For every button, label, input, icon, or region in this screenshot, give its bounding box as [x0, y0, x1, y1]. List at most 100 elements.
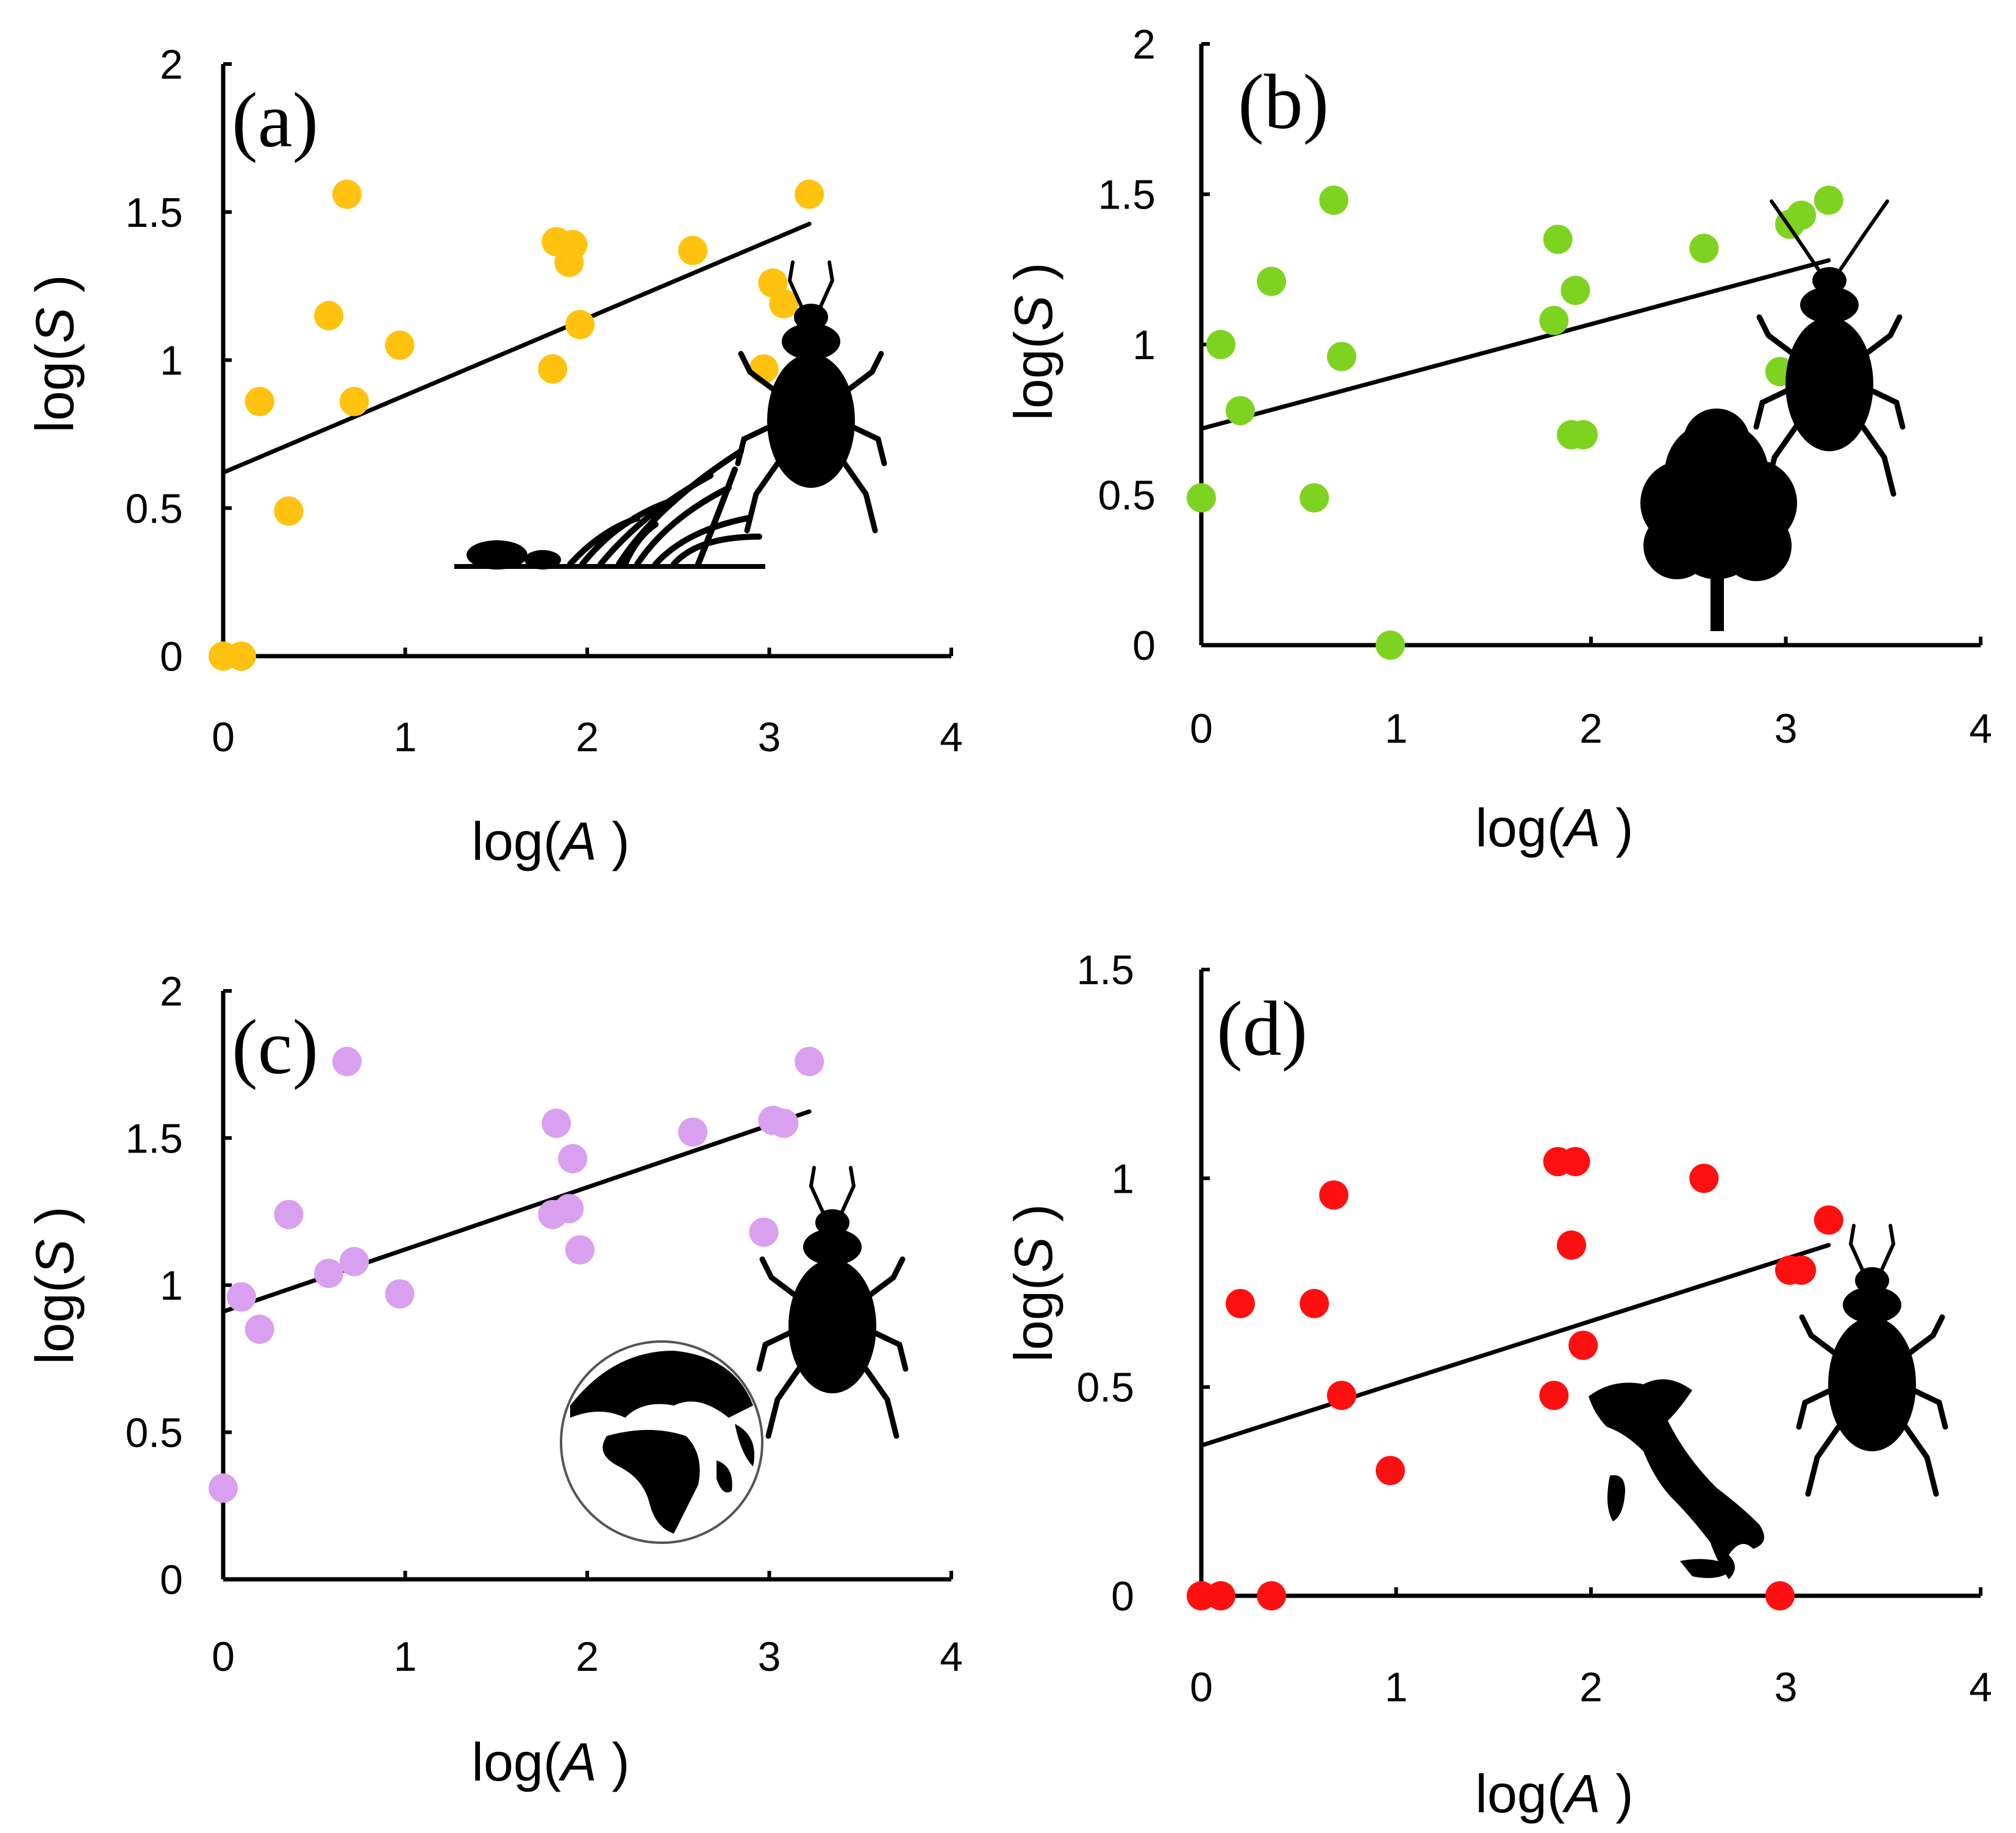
- grass-blade: [634, 485, 732, 567]
- beetle-leg: [1753, 387, 1791, 430]
- data-point: [558, 1144, 588, 1174]
- beetle-leg: [845, 351, 884, 393]
- data-point: [385, 1279, 415, 1309]
- y-tick-label: 1.5: [1076, 947, 1134, 993]
- data-point: [245, 1314, 274, 1344]
- y-tick-label: 0: [160, 1557, 183, 1603]
- data-point: [1375, 631, 1405, 660]
- beetle-leg: [849, 424, 887, 466]
- x-axis-title: log(A ): [1475, 1763, 1633, 1824]
- data-point: [1689, 234, 1719, 263]
- x-axis-title-prefix: log(: [471, 1732, 561, 1792]
- beetle-leg: [871, 1329, 909, 1372]
- grass-blade: [695, 466, 738, 567]
- data-point: [339, 387, 369, 416]
- y-axis-title: log(S ): [1003, 262, 1063, 420]
- x-tick-label: 4: [940, 1634, 963, 1680]
- beetle-leg: [1863, 314, 1903, 357]
- beetle-icon: [735, 260, 887, 534]
- data-point: [1319, 1180, 1349, 1210]
- x-tick-label: 3: [758, 714, 781, 760]
- data-point: [1225, 1288, 1255, 1318]
- data-point: [795, 179, 824, 209]
- x-axis-title: log(A ): [471, 811, 629, 871]
- beetle-leg: [759, 1256, 799, 1299]
- data-point: [1787, 201, 1817, 230]
- beetle-leg: [765, 1366, 802, 1439]
- beetle-leg: [744, 460, 781, 534]
- beetle-leg: [1906, 1314, 1945, 1357]
- grass-blade: [616, 448, 744, 567]
- y-tick-label: 0: [1132, 623, 1156, 669]
- data-point: [1206, 330, 1235, 359]
- y-axis-title-prefix: log(: [24, 343, 85, 433]
- data-point: [1187, 483, 1216, 513]
- y-tick-label: 1: [160, 1263, 183, 1309]
- x-tick-label: 2: [1579, 706, 1603, 752]
- data-point: [542, 1109, 571, 1138]
- beetle-leg: [756, 1329, 794, 1372]
- y-axis-title-suffix: ): [24, 274, 85, 307]
- beetle-leg: [1756, 314, 1796, 357]
- data-point: [274, 1199, 304, 1229]
- x-tick-label: 0: [212, 714, 235, 760]
- y-axis-title-prefix: log(: [24, 1275, 85, 1365]
- x-axis-title-var: A: [1562, 1763, 1601, 1824]
- y-axis-title-suffix: ): [24, 1206, 85, 1239]
- x-tick-label: 2: [576, 1634, 599, 1680]
- data-point: [1299, 1288, 1329, 1318]
- beetle-pronotum: [1843, 1287, 1901, 1323]
- y-tick-label: 2: [1132, 21, 1156, 68]
- x-axis-title: log(A ): [471, 1732, 629, 1792]
- grass-habitat-icon: [454, 448, 765, 570]
- data-point: [1327, 341, 1357, 371]
- x-tick-label: 2: [1579, 1664, 1603, 1710]
- x-tick-label: 3: [1775, 706, 1798, 752]
- tree-canopy: [1671, 488, 1762, 579]
- data-point: [1299, 483, 1329, 513]
- y-axis-title: log(S ): [1003, 1204, 1063, 1362]
- beetle-leg: [842, 460, 878, 534]
- panel-label: (a): [232, 77, 318, 163]
- y-tick-label: 0: [1111, 1573, 1134, 1620]
- regression-line: [1199, 1243, 1831, 1448]
- tree-habitat-icon: [1640, 409, 1797, 631]
- data-point: [1814, 185, 1843, 215]
- beetle-head: [794, 304, 828, 331]
- y-tick-label: 0.5: [1076, 1365, 1134, 1411]
- x-axis-title-var: A: [558, 1732, 597, 1792]
- x-axis-title-var: A: [1562, 798, 1601, 858]
- y-axis-title-var: S: [1003, 295, 1063, 331]
- x-tick-label: 0: [212, 1634, 235, 1680]
- data-point: [1765, 1581, 1795, 1610]
- continent-africa: [602, 1430, 700, 1534]
- y-axis-title-var: S: [24, 307, 85, 343]
- x-tick-label: 4: [940, 714, 963, 760]
- beetle-head: [1855, 1267, 1889, 1294]
- beetle-leg: [1868, 387, 1906, 430]
- beetle-icon: [1753, 199, 1906, 497]
- x-axis-title-prefix: log(: [471, 811, 561, 871]
- x-axis-title-var: A: [558, 811, 597, 871]
- data-point: [1539, 306, 1569, 335]
- y-tick-label: 1.5: [125, 1115, 183, 1162]
- y-axis-title-var: S: [1003, 1237, 1063, 1273]
- island-sicily: [1680, 1559, 1735, 1578]
- beetle-head: [1812, 267, 1846, 294]
- data-point: [332, 179, 362, 209]
- x-tick-label: 1: [1385, 1664, 1408, 1710]
- x-tick-label: 0: [1190, 1664, 1213, 1710]
- data-point: [1560, 276, 1590, 306]
- italy-mainland: [1589, 1379, 1764, 1579]
- y-tick-label: 2: [160, 968, 183, 1015]
- y-tick-label: 1: [1111, 1156, 1134, 1202]
- data-point: [1225, 396, 1255, 426]
- data-point: [769, 1109, 799, 1138]
- data-point: [1257, 266, 1287, 296]
- panel-label: (d): [1217, 985, 1307, 1072]
- continent-europe: [570, 1351, 753, 1418]
